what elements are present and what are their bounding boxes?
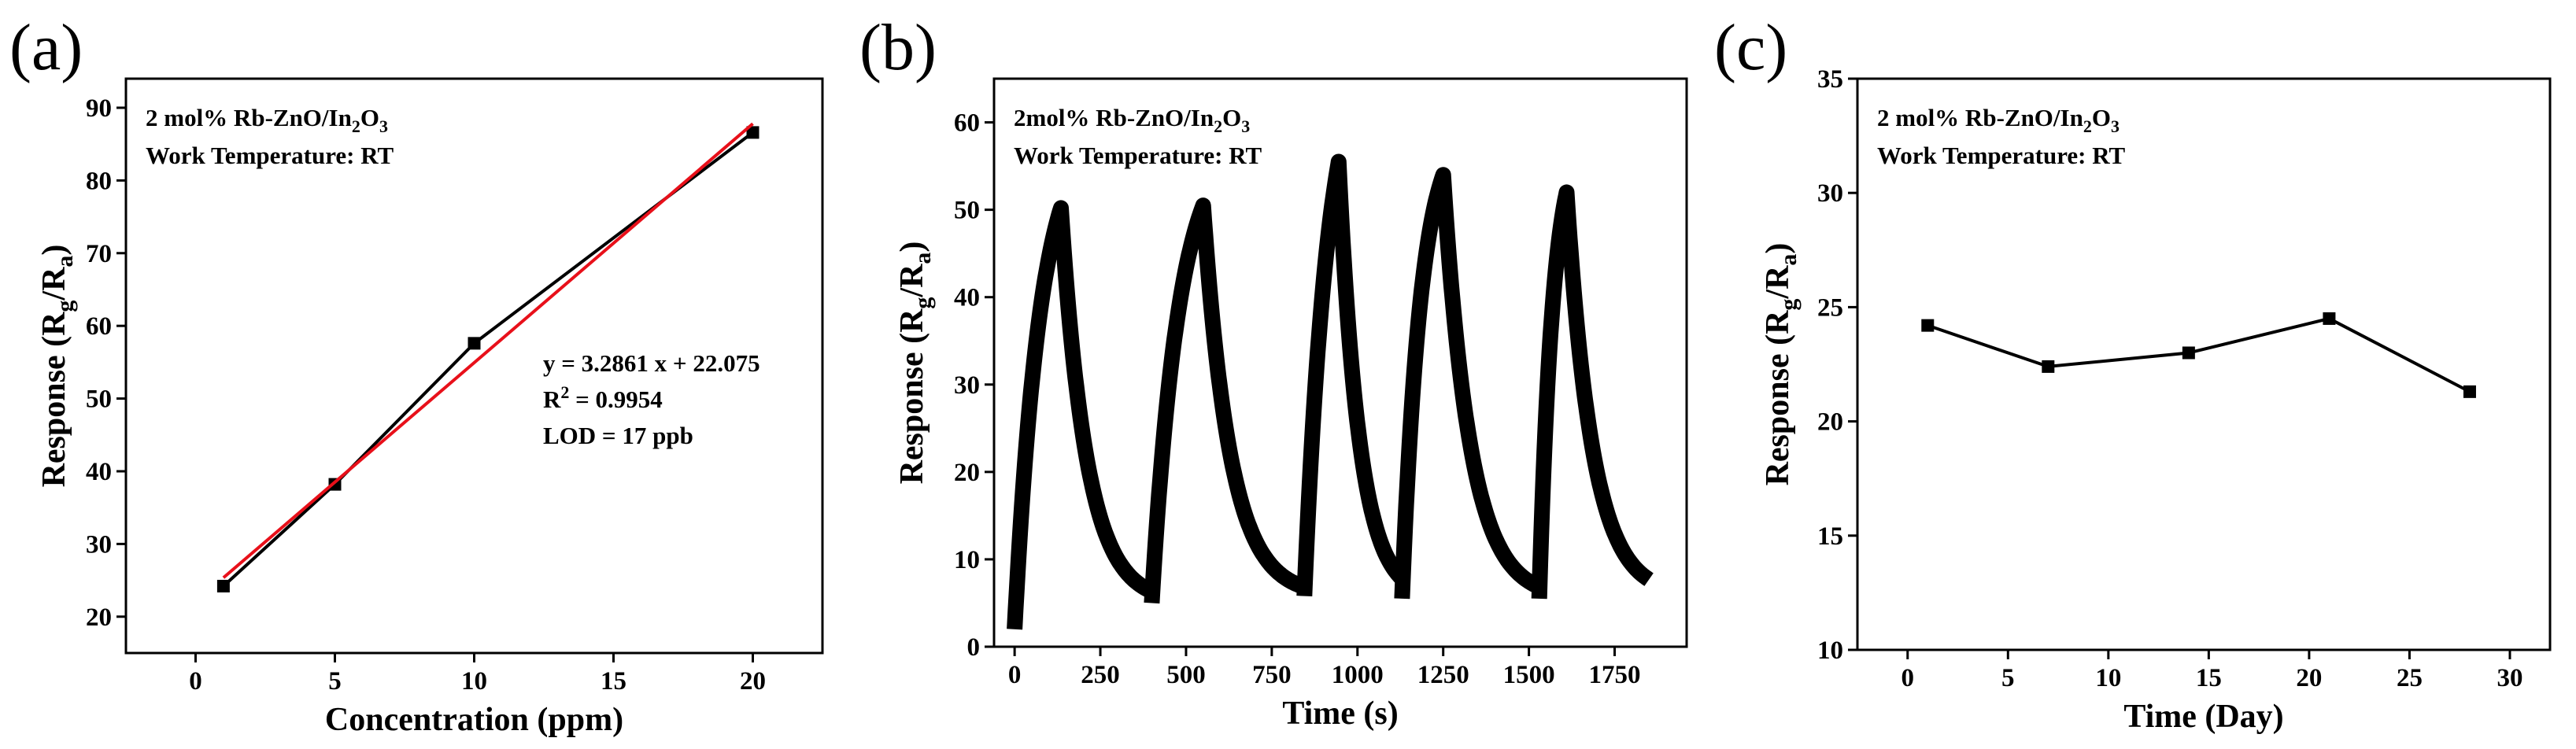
y-tick-label: 40 xyxy=(86,458,112,486)
x-tick-label: 500 xyxy=(1166,661,1206,689)
panel-label: (b) xyxy=(859,11,937,84)
x-tick-label: 1500 xyxy=(1503,661,1555,689)
y-tick-label: 50 xyxy=(954,197,980,225)
x-axis-title: Time (s) xyxy=(1282,696,1398,732)
legend-text: 2 mol% Rb-ZnO/In2O3 xyxy=(146,104,388,136)
response-cycle-2 xyxy=(1144,197,1311,604)
y-tick-label: 50 xyxy=(86,386,112,414)
y-tick-label: 0 xyxy=(967,633,981,662)
data-point xyxy=(216,579,230,592)
series-line xyxy=(222,131,754,588)
lod-text: LOD = 17 ppb xyxy=(543,422,693,449)
data-point xyxy=(2042,360,2055,373)
y-tick-label: 30 xyxy=(954,371,980,400)
x-tick-label: 10 xyxy=(461,667,487,696)
legend-text: Work Temperature: RT xyxy=(146,142,394,169)
x-tick-label: 15 xyxy=(601,667,626,696)
response-cycle-3 xyxy=(1296,153,1409,597)
x-tick-label: 0 xyxy=(189,667,202,696)
x-tick-label: 250 xyxy=(1081,661,1120,689)
fit-equation: y = 3.2861 x + 22.075 xyxy=(543,349,760,377)
x-tick-label: 0 xyxy=(1902,664,1915,692)
data-point xyxy=(2463,385,2476,398)
x-tick-label: 15 xyxy=(2196,664,2222,692)
y-tick-label: 20 xyxy=(954,459,980,487)
x-tick-label: 30 xyxy=(2497,664,2522,692)
y-tick-label: 80 xyxy=(86,167,112,195)
x-axis-title: Concentration (ppm) xyxy=(325,702,623,738)
y-tick-label: 30 xyxy=(86,530,112,559)
plot-frame xyxy=(1856,77,2552,651)
legend-text: Work Temperature: RT xyxy=(1014,142,1262,169)
panel-label: (c) xyxy=(1714,11,1787,84)
response-curve xyxy=(1007,153,1656,630)
plot-frame xyxy=(992,77,1688,648)
y-tick-label: 25 xyxy=(1817,293,1843,322)
y-axis-title: Response (Rg/Ra) xyxy=(894,242,936,485)
y-tick-label: 10 xyxy=(954,546,980,574)
r-squared: R2 = 0.9954 xyxy=(543,382,663,413)
y-tick-label: 30 xyxy=(1817,179,1843,208)
y-tick-label: 60 xyxy=(954,109,980,138)
data-point xyxy=(468,337,481,350)
x-tick-label: 20 xyxy=(740,667,766,696)
x-tick-label: 10 xyxy=(2095,664,2121,692)
x-tick-label: 25 xyxy=(2397,664,2423,692)
x-tick-label: 1750 xyxy=(1589,661,1641,689)
x-tick-label: 1250 xyxy=(1417,661,1469,689)
x-tick-label: 1000 xyxy=(1332,661,1384,689)
data-point xyxy=(1921,319,1935,332)
data-point xyxy=(746,126,759,139)
response-cycle-1 xyxy=(1007,200,1159,630)
x-tick-label: 20 xyxy=(2296,664,2322,692)
y-tick-label: 70 xyxy=(86,240,112,268)
y-tick-label: 90 xyxy=(86,94,112,123)
y-tick-label: 20 xyxy=(86,603,112,632)
y-tick-label: 60 xyxy=(86,312,112,341)
y-tick-label: 10 xyxy=(1817,636,1843,665)
data-point xyxy=(2323,312,2336,325)
fit-line xyxy=(222,122,754,579)
y-tick-label: 20 xyxy=(1817,408,1843,437)
series-line xyxy=(1927,316,2471,393)
y-tick-label: 40 xyxy=(954,284,980,312)
y-axis-title: Response (Rg/Ra) xyxy=(36,245,78,488)
response-cycle-4 xyxy=(1394,167,1546,600)
x-tick-label: 5 xyxy=(2001,664,2015,692)
y-tick-label: 15 xyxy=(1817,522,1843,551)
legend-text: Work Temperature: RT xyxy=(1877,142,2126,169)
x-axis-title: Time (Day) xyxy=(2123,699,2283,735)
legend-text: 2 mol% Rb-ZnO/In2O3 xyxy=(1877,104,2120,136)
x-tick-label: 750 xyxy=(1252,661,1292,689)
y-axis-title: Response (Rg/Ra) xyxy=(1760,243,1802,486)
panel-label: (a) xyxy=(9,11,83,84)
legend-text: 2mol% Rb-ZnO/In2O3 xyxy=(1014,104,1250,136)
x-tick-label: 5 xyxy=(328,667,342,696)
chart-panel-3: (c) 0 5 10 15 20 25 30 10 15 20 25 30 35 Time (Day) Res… xyxy=(1714,11,2552,735)
y-tick-label: 35 xyxy=(1817,65,1843,94)
x-tick-label: 0 xyxy=(1008,661,1022,689)
chart-panel-1: (a) 0 5 10 15 20 20 30 40 50 60 70 80 90 Concentration… xyxy=(9,11,824,738)
chart-panel-2: (b) 0 250 500 750 1000 1250 1500 1750 0 10 20 30 40 50… xyxy=(859,11,1688,732)
response-cycle-5 xyxy=(1531,184,1656,600)
data-point xyxy=(2182,346,2195,360)
